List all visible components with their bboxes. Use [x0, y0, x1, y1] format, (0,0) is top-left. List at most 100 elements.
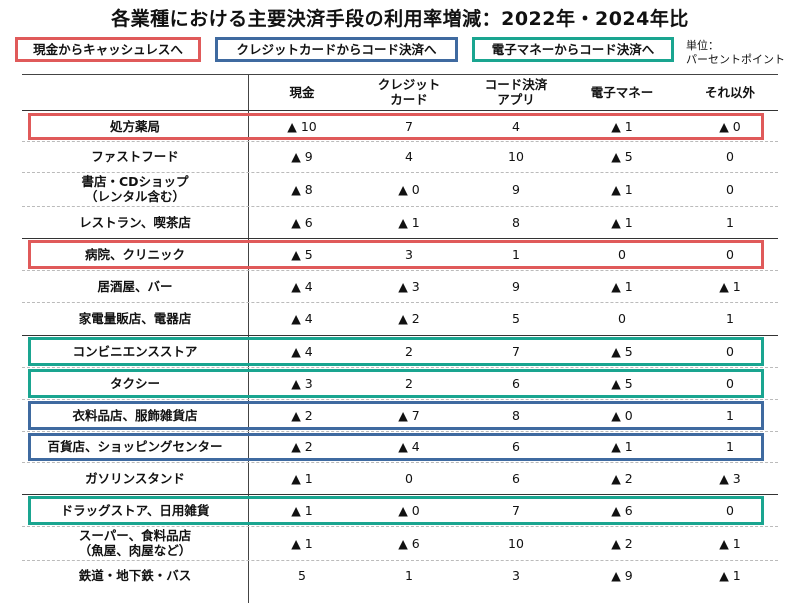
table-cell: 10: [508, 535, 524, 551]
table-row: 衣料品店、服飾雑貨店 ▲ 2 ▲ 7 8 ▲ 0 1: [22, 399, 778, 431]
table-divider: [22, 206, 778, 207]
table-cell: 5: [512, 311, 520, 326]
table-cell: ▲ 6: [611, 502, 633, 518]
table-cell: 3: [512, 568, 520, 583]
table-cell: 6: [512, 439, 520, 454]
table-cell: 5: [298, 568, 306, 583]
table-cell: 4: [512, 118, 520, 134]
table-cell: 0: [726, 343, 734, 359]
table-row: ドラッグストア、日用雑貨 ▲ 1 ▲ 0 7 ▲ 6 0: [22, 494, 778, 526]
table-cell: 4: [405, 149, 413, 164]
table-cell: 9: [512, 181, 520, 197]
unit-value: パーセントポイント: [686, 53, 785, 66]
table-cell: 1: [512, 246, 520, 262]
table-cell: ▲ 1: [611, 118, 633, 134]
unit-label: 単位：: [686, 39, 719, 52]
table-cell: 0: [726, 375, 734, 391]
legend-emoney-to-code: 電子マネーからコード決済へ: [472, 37, 674, 62]
table-row: タクシー ▲ 3 2 6 ▲ 5 0: [22, 367, 778, 399]
table-cell: ▲ 2: [611, 470, 633, 486]
table-cell: ▲ 8: [291, 181, 313, 197]
row-label: 処方薬局: [109, 118, 160, 134]
table-row: ガソリンスタンド ▲ 1 0 6 ▲ 2 ▲ 3: [22, 462, 778, 494]
table-divider: [22, 367, 778, 368]
table-cell: ▲ 9: [291, 149, 313, 164]
table-cell: 0: [618, 311, 626, 326]
table-cell: 10: [508, 149, 524, 164]
table-cell: ▲ 5: [611, 375, 633, 391]
table-divider: [22, 302, 778, 303]
column-header: コード決済 アプリ: [484, 77, 548, 107]
table-cell: 3: [405, 246, 413, 262]
row-label: ドラッグストア、日用雑貨: [60, 502, 210, 518]
table-divider: [22, 560, 778, 561]
table-cell: ▲ 2: [398, 311, 420, 326]
row-label: レストラン、喫茶店: [79, 214, 191, 230]
column-header: それ以外: [704, 84, 755, 100]
table-cell: ▲ 0: [611, 407, 633, 423]
table-row: 居酒屋、バー ▲ 4 ▲ 3 9 ▲ 1 ▲ 1: [22, 270, 778, 302]
column-header: 電子マネー: [590, 84, 654, 100]
table-cell: 0: [618, 246, 626, 262]
table-cell: 2: [405, 375, 413, 391]
table-cell: ▲ 3: [719, 470, 741, 486]
row-label: ガソリンスタンド: [85, 470, 185, 486]
table-row: 処方薬局 ▲ 10 7 4 ▲ 1 ▲ 0: [22, 111, 778, 141]
table-cell: 6: [512, 470, 520, 486]
table-row: 家電量販店、電器店 ▲ 4 ▲ 2 5 0 1: [22, 302, 778, 335]
table-cell: ▲ 0: [398, 181, 420, 197]
table-cell: ▲ 1: [291, 502, 313, 518]
table-cell: 1: [726, 311, 734, 326]
table-cell: 0: [726, 246, 734, 262]
table-cell: ▲ 2: [291, 407, 313, 423]
row-label: 病院、クリニック: [84, 246, 185, 262]
table-cell: 1: [726, 214, 734, 230]
table-cell: ▲ 2: [611, 535, 633, 551]
table-cell: ▲ 4: [398, 439, 420, 454]
table-divider: [22, 238, 778, 239]
table-cell: ▲ 1: [291, 535, 313, 551]
table-cell: 0: [726, 502, 734, 518]
table-cell: ▲ 2: [291, 439, 313, 454]
row-label: 衣料品店、服飾雑貨店: [72, 407, 198, 423]
table-cell: ▲ 4: [291, 343, 313, 359]
row-label: 居酒屋、バー: [97, 278, 173, 294]
table-cell: ▲ 4: [291, 311, 313, 326]
row-label: 家電量販店、電器店: [78, 311, 192, 326]
table-cell: ▲ 0: [719, 118, 741, 134]
table-divider: [22, 74, 778, 75]
table-divider: [22, 335, 778, 336]
table-cell: 7: [405, 118, 413, 134]
table-cell: ▲ 1: [611, 214, 633, 230]
table-cell: ▲ 1: [719, 278, 741, 294]
table-cell: ▲ 1: [719, 535, 741, 551]
table-cell: 1: [405, 568, 413, 583]
table-cell: ▲ 1: [611, 439, 633, 454]
row-label: 百貨店、ショッピングセンター: [47, 439, 223, 454]
table-cell: ▲ 5: [291, 246, 313, 262]
table-row: 鉄道・地下鉄・バス 5 1 3 ▲ 9 ▲ 1: [22, 560, 778, 591]
table-cell: ▲ 7: [398, 407, 420, 423]
table-cell: ▲ 1: [611, 278, 633, 294]
table-cell: 1: [726, 439, 734, 454]
row-label: コンビニエンスストア: [72, 343, 198, 359]
table-divider: [22, 270, 778, 271]
table-row: レストラン、喫茶店 ▲ 6 ▲ 1 8 ▲ 1 1: [22, 206, 778, 238]
table-cell: ▲ 3: [291, 375, 313, 391]
table-cell: ▲ 6: [398, 535, 420, 551]
table-cell: 6: [512, 375, 520, 391]
table-cell: 0: [726, 149, 734, 164]
table-cell: 7: [512, 343, 520, 359]
table-cell: ▲ 1: [398, 214, 420, 230]
table-row: 百貨店、ショッピングセンター ▲ 2 ▲ 4 6 ▲ 1 1: [22, 431, 778, 462]
legend-cash-to-cashless: 現金からキャッシュレスへ: [15, 37, 201, 62]
row-label: 鉄道・地下鉄・バス: [78, 568, 192, 583]
table-row: コンビニエンスストア ▲ 4 2 7 ▲ 5 0: [22, 335, 778, 367]
table-cell: 2: [405, 343, 413, 359]
table-row: 書店・CDショップ （レンタル含む） ▲ 8 ▲ 0 9 ▲ 1 0: [22, 172, 778, 206]
table-cell: ▲ 1: [611, 181, 633, 197]
table-cell: 9: [512, 278, 520, 294]
table-cell: ▲ 6: [291, 214, 313, 230]
table-cell: 7: [512, 502, 520, 518]
table-divider: [22, 526, 778, 527]
